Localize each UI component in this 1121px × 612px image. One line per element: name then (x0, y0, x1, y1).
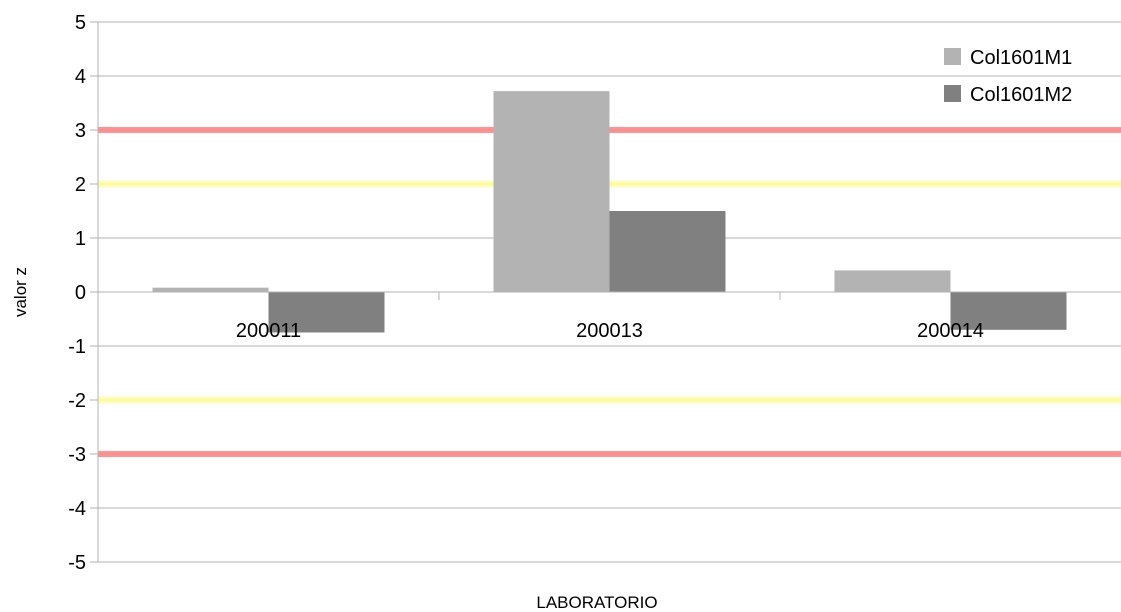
y-tick-label-8: -3 (68, 444, 86, 466)
bar-200014-series-1 (950, 292, 1067, 330)
y-tick-label-7: -2 (68, 390, 86, 412)
axes (90, 21, 1121, 563)
bar-200011-series-0 (152, 287, 269, 292)
bar-200014-series-0 (834, 270, 951, 292)
y-tick-label-4: 1 (75, 228, 86, 250)
legend: Col1601M1 Col1601M2 (944, 47, 1072, 106)
labels: 5 4 3 2 1 0 -1 -2 -3 -4 -5 200011 200013 200014 (68, 12, 984, 574)
legend-swatch-0 (944, 48, 961, 65)
y-tick-label-2: 3 (75, 120, 86, 142)
bar-200013-series-1 (609, 211, 726, 292)
category-label-2: 200014 (917, 320, 984, 342)
y-axis-title: valor z (11, 267, 30, 317)
legend-label-0: Col1601M1 (970, 47, 1072, 69)
legend-label-1: Col1601M2 (970, 84, 1072, 106)
y-tick-label-6: -1 (68, 336, 86, 358)
y-tick-label-9: -4 (68, 498, 86, 520)
y-tick-label-0: 5 (75, 12, 86, 34)
x-axis-title: LABORATORIO (536, 593, 657, 612)
y-tick-label-10: -5 (68, 552, 86, 574)
bar-200013-series-0 (493, 91, 610, 293)
bars (152, 91, 1067, 333)
category-label-1: 200013 (576, 320, 643, 342)
legend-swatch-1 (944, 85, 961, 102)
y-tick-label-5: 0 (75, 282, 86, 304)
y-tick-label-3: 2 (75, 174, 86, 196)
y-tick-label-1: 4 (75, 66, 86, 88)
category-label-0: 200011 (236, 320, 301, 342)
bar-200011-series-1 (268, 292, 385, 333)
